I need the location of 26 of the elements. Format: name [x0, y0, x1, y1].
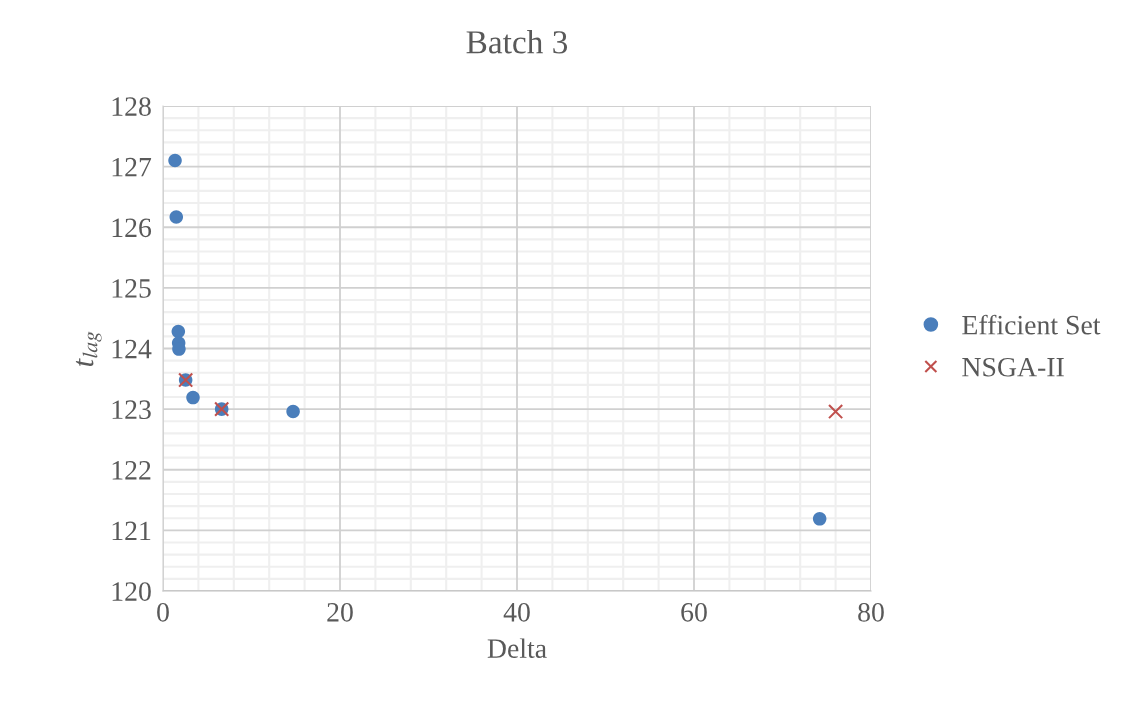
x-tick-label: 60 [681, 602, 707, 622]
point [168, 153, 182, 168]
y-tick-label: 122 [112, 460, 151, 480]
y-tick-label: 127 [112, 157, 152, 177]
y-tick-label: 125 [112, 279, 151, 298]
legend-label: NSGA-II [962, 357, 1064, 377]
legend-label: Efficient Set [962, 314, 1101, 335]
y-tick-label: 128 [112, 97, 151, 116]
point [171, 324, 186, 339]
point [812, 512, 827, 526]
y-tick-label: 124 [112, 339, 152, 359]
point [186, 390, 200, 405]
point [827, 403, 844, 420]
x-tick-label: 40 [503, 602, 530, 622]
point [169, 210, 184, 224]
x-tick-label: 0 [157, 602, 169, 622]
x-tick-label: 80 [858, 602, 884, 622]
y-tick-label: 126 [112, 218, 152, 238]
y-tick-label: 123 [112, 400, 151, 420]
y-tick-label: 121 [112, 521, 151, 541]
point [286, 404, 300, 419]
y-axis-title: t$_{lag}$ [75, 331, 102, 367]
y-tick-label: 120 [112, 582, 151, 601]
x-axis-title: Delta [487, 638, 547, 658]
chart-title: Batch 3 [466, 30, 568, 54]
x-tick-label: 20 [327, 602, 353, 622]
